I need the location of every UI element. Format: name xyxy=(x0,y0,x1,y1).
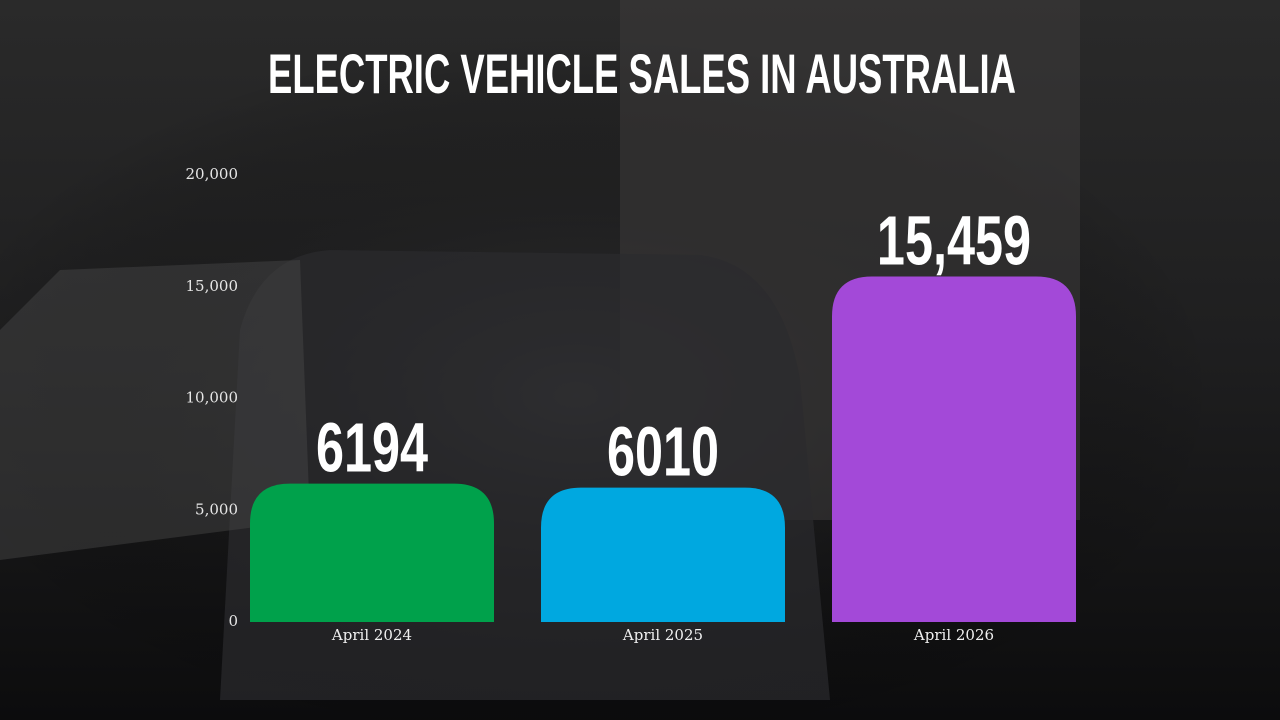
background-car xyxy=(220,250,830,700)
value-label: 6010 xyxy=(607,413,719,491)
x-tick-label: April 2025 xyxy=(622,626,703,644)
x-tick-label: April 2024 xyxy=(331,626,412,644)
chart-title: ELECTRIC VEHICLE SALES IN AUSTRALIA xyxy=(268,42,1016,105)
y-tick-label: 5,000 xyxy=(195,500,238,518)
y-tick-label: 15,000 xyxy=(186,277,239,295)
y-tick-label: 20,000 xyxy=(186,165,239,183)
value-label: 15,459 xyxy=(877,201,1031,279)
value-label: 6194 xyxy=(316,408,428,486)
x-tick-label: April 2026 xyxy=(913,626,994,644)
y-tick-label: 10,000 xyxy=(186,389,239,407)
y-tick-label: 0 xyxy=(228,612,238,630)
background-car-left xyxy=(0,260,310,560)
bar xyxy=(250,483,494,622)
bar xyxy=(541,487,785,622)
bar xyxy=(832,276,1076,622)
